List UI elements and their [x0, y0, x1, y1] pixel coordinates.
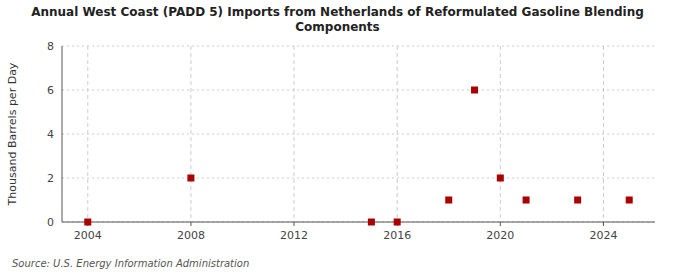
point: [523, 197, 530, 204]
point: [394, 219, 401, 226]
y-tick-label: 4: [47, 128, 54, 141]
x-tick-label: 2024: [589, 229, 617, 242]
y-axis: [62, 46, 63, 222]
source: Source: U.S. Energy Information Administ…: [12, 258, 249, 269]
title: Annual West Coast (PADD 5) Imports from …: [31, 5, 644, 34]
x-grid-line: [190, 46, 191, 222]
y-tick-label: 2: [47, 172, 54, 185]
point: [445, 197, 452, 204]
x-grid-line: [87, 46, 88, 222]
x-tick: [500, 222, 501, 226]
x-grid-line: [397, 46, 398, 222]
y-grid-line: [62, 222, 655, 223]
point: [626, 197, 633, 204]
point: [84, 219, 91, 226]
x-grid-line: [603, 46, 604, 222]
point: [368, 219, 375, 226]
y-tick-label: 8: [47, 40, 54, 53]
y-grid-line: [62, 178, 655, 179]
y-grid-line: [62, 46, 655, 47]
y-grid-line: [62, 134, 655, 135]
point: [497, 175, 504, 182]
x-grid-line: [294, 46, 295, 222]
y-axis-label: Thousand Barrels per Day: [6, 62, 19, 206]
point: [471, 87, 478, 94]
grid: [62, 46, 655, 222]
x-tick: [190, 222, 191, 226]
y-tick-label: 0: [47, 216, 54, 229]
title-line: Components: [295, 20, 380, 34]
points: [84, 87, 632, 226]
x-tick-label: 2020: [486, 229, 514, 242]
point: [574, 197, 581, 204]
y-tick-label: 6: [47, 84, 54, 97]
point: [187, 175, 194, 182]
x-axis: [62, 222, 655, 223]
x-tick-label: 2008: [177, 229, 205, 242]
x-tick: [603, 222, 604, 226]
title-line: Annual West Coast (PADD 5) Imports from …: [31, 5, 644, 19]
x-tick: [294, 222, 295, 226]
y-grid-line: [62, 90, 655, 91]
x-tick-label: 2012: [280, 229, 308, 242]
x-grid-line: [500, 46, 501, 222]
x-tick-label: 2004: [74, 229, 102, 242]
chart: Annual West Coast (PADD 5) Imports from …: [0, 0, 675, 275]
x-tick-label: 2016: [383, 229, 411, 242]
